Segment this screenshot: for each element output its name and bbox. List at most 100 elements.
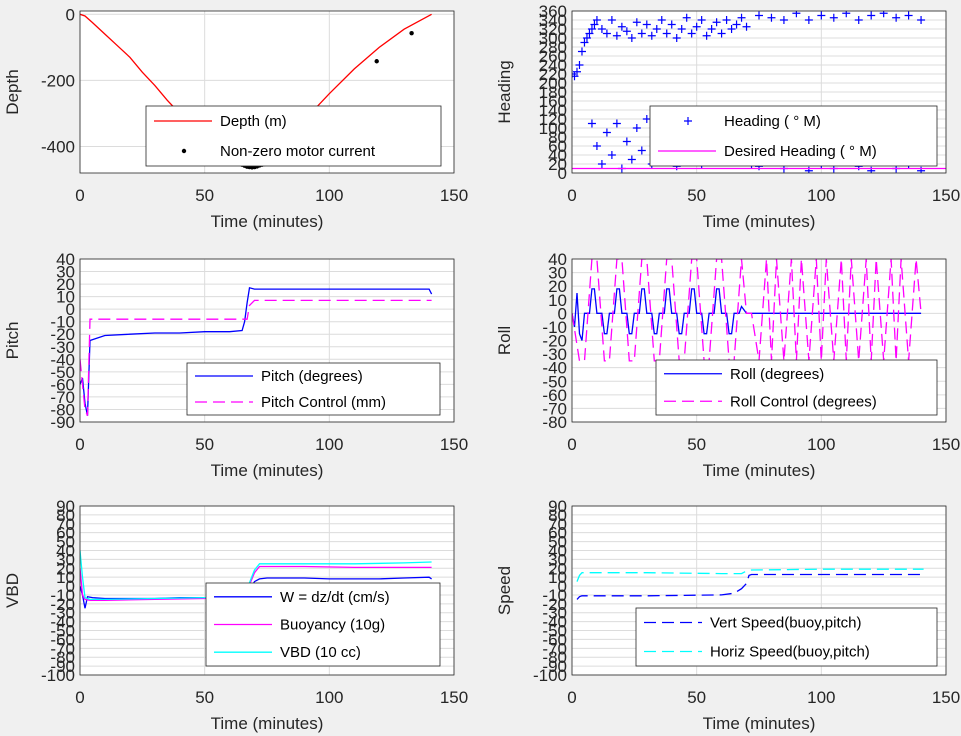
pitch-x-tick-label: 100	[315, 435, 343, 454]
vbd-y-tick-label: -70	[50, 639, 75, 658]
depth-chart: 0 50 100 150 0 -200 -400 Time (minutes) Depth Dep…	[3, 5, 468, 231]
vbd-x-tick-label: 150	[440, 688, 468, 707]
pitch-legend: Pitch (degrees) Pitch Control (mm)	[186, 362, 441, 416]
heading-y-tick-label: 140	[539, 101, 567, 120]
speed-chart: 0 50 100 1509080706050403020100-10-20-30-40…	[495, 497, 960, 733]
roll-x-tick-label: 0	[567, 435, 576, 454]
roll-x-axis-label: Time (minutes)	[703, 461, 816, 480]
depth-legend-entry-label: Depth (m)	[220, 113, 287, 130]
heading-series-heading-m-point	[867, 11, 876, 20]
depth-y-axis-label: Depth	[3, 69, 22, 114]
heading-x-tick-label: 150	[932, 186, 960, 205]
heading-series-heading-m-point	[692, 22, 701, 31]
speed-series-horiz-speed-buoy-pitch-line	[576, 568, 924, 582]
roll-y-tick-label: 40	[548, 250, 567, 269]
speed-legend-entry-label: Vert Speed(buoy,pitch)	[710, 615, 861, 632]
speed-y-tick-label: 10	[548, 568, 567, 587]
heading-series-heading-m-point	[597, 160, 606, 168]
heading-series-heading-m-point	[779, 16, 788, 24]
heading-x-tick-label: 50	[687, 186, 706, 205]
heading-y-tick-label: 40	[548, 146, 567, 165]
heading-series-heading-m-point	[622, 137, 631, 146]
vbd-legend-entry-label: Buoyancy (10g)	[280, 617, 385, 634]
speed-axes-box	[571, 505, 947, 676]
roll-x-tick-label: 50	[687, 435, 706, 454]
vbd-y-axis-label: VBD	[3, 573, 22, 608]
heading-series-heading-m-point	[587, 119, 596, 128]
roll-chart: 0 50 100 150403020100-10-20-30-40-50-60-70-…	[495, 250, 960, 480]
roll-y-tick-label: 30	[548, 264, 567, 283]
speed-x-tick-label: 50	[687, 688, 706, 707]
depth-x-tick-label: 150	[440, 186, 468, 205]
heading-legend: Heading ( ° M) Desired Heading ( ° M)	[649, 105, 938, 167]
heading-series-heading-m-point	[727, 25, 736, 33]
vbd-x-tick-label: 50	[195, 688, 214, 707]
pitch-legend-entry-label: Pitch (degrees)	[261, 368, 363, 385]
speed-y-tick-label: -30	[542, 604, 567, 623]
heading-series-heading-m-point	[587, 25, 596, 33]
heading-series-heading-m-point	[687, 29, 696, 38]
depth-x-axis-label: Time (minutes)	[211, 212, 324, 231]
roll-y-tick-label: 10	[548, 291, 567, 310]
vbd-y-tick-label: -20	[50, 595, 75, 614]
heading-series-heading-m-point	[577, 47, 586, 56]
speed-series-group	[576, 568, 924, 600]
heading-series-heading-m-point	[642, 115, 651, 123]
vbd-y-tick-label: -40	[50, 613, 75, 632]
vbd-y-tick-label: 10	[56, 568, 75, 587]
heading-series-heading-m-point	[817, 11, 826, 20]
heading-y-tick-label: 160	[539, 92, 567, 111]
heading-series-heading-m-point	[742, 22, 751, 31]
depth-x-tick-label: 0	[75, 186, 84, 205]
heading-y-tick-label: 60	[548, 137, 567, 156]
roll-y-tick-label: -40	[542, 359, 567, 378]
speed-x-tick-label: 100	[807, 688, 835, 707]
heading-series-heading-m-point	[677, 25, 686, 33]
heading-series-heading-m-point	[607, 151, 616, 159]
heading-series-heading-m-point	[829, 13, 838, 22]
heading-series-heading-m-point	[804, 16, 813, 24]
roll-series-roll-degrees-line	[572, 288, 922, 341]
speed-legend: Vert Speed(buoy,pitch) Horiz Speed(buoy,p…	[635, 607, 938, 667]
heading-y-tick-label: 180	[539, 83, 567, 102]
speed-y-tick-label: -40	[542, 613, 567, 632]
pitch-y-tick-label: 10	[56, 288, 75, 307]
heading-series-heading-m-point	[612, 119, 621, 128]
speed-y-tick-label: -80	[542, 648, 567, 667]
heading-series-heading-m-point	[697, 16, 706, 24]
heading-series-heading-m-point	[667, 20, 676, 29]
heading-series-heading-m-point	[682, 13, 691, 22]
roll-y-tick-label: -80	[542, 413, 567, 432]
heading-y-tick-label: 80	[548, 128, 567, 147]
heading-series-heading-m-point	[602, 128, 611, 137]
heading-series-heading-m-point	[585, 29, 594, 38]
speed-y-tick-label: -60	[542, 630, 567, 649]
heading-y-tick-label: 260	[539, 47, 567, 66]
depth-legend-entry-label: Non-zero motor current	[220, 143, 376, 160]
heading-legend-entry-marker	[684, 117, 692, 125]
pitch-y-tick-label: -50	[50, 363, 75, 382]
heading-series-heading-m-point	[592, 142, 601, 150]
vbd-y-tick-label: 0	[66, 577, 75, 596]
heading-series-heading-m-point	[580, 38, 589, 47]
vbd-y-tick-label: 40	[56, 541, 75, 560]
roll-y-tick-label: -60	[542, 386, 567, 405]
heading-x-tick-label: 100	[807, 186, 835, 205]
heading-y-tick-label: 280	[539, 38, 567, 57]
heading-series-heading-m-point	[632, 18, 641, 27]
heading-y-tick-label: 320	[539, 20, 567, 39]
heading-y-axis-label: Heading	[495, 60, 514, 123]
depth-series-non-zero-motor-current-point	[409, 30, 414, 36]
heading-series-heading-m-point	[672, 34, 681, 42]
vbd-y-tick-label: 70	[56, 515, 75, 534]
heading-series-heading-m-point	[712, 18, 721, 27]
speed-y-tick-label: -90	[542, 657, 567, 676]
speed-y-tick-label: -70	[542, 639, 567, 658]
speed-x-tick-label: 150	[932, 688, 960, 707]
pitch-axes-box	[79, 258, 455, 423]
roll-legend: Roll (degrees) Roll Control (degrees)	[655, 359, 938, 416]
roll-legend-box	[655, 359, 938, 416]
depth-legend-entry-marker	[181, 148, 187, 154]
speed-y-tick-label: 80	[548, 506, 567, 525]
